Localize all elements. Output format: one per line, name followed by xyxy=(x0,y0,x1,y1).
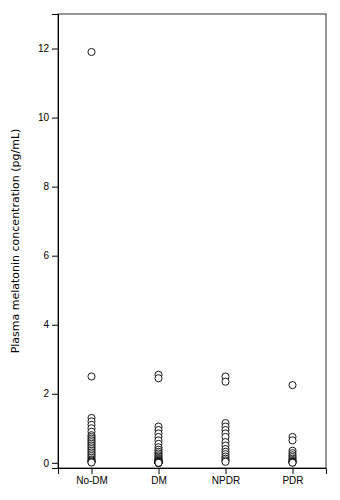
y-tick-mark xyxy=(52,394,58,395)
y-tick-label: 12 xyxy=(38,43,50,54)
x-tick-mark xyxy=(293,468,294,474)
x-tick: DM xyxy=(151,468,167,486)
y-tick: 8 xyxy=(43,181,58,192)
point xyxy=(155,459,162,466)
point xyxy=(289,458,296,465)
point xyxy=(88,459,95,466)
point xyxy=(155,459,162,466)
point xyxy=(222,458,229,465)
point xyxy=(88,48,95,55)
y-tick-label: 2 xyxy=(43,388,49,399)
point xyxy=(289,382,296,389)
y-tick: 2 xyxy=(43,388,58,399)
plot-frame xyxy=(58,14,326,468)
y-tick-mark xyxy=(52,256,58,257)
x-axis-line xyxy=(59,469,327,475)
point xyxy=(222,378,229,385)
x-tick-label: NPDR xyxy=(212,475,240,486)
x-tick-mark xyxy=(159,468,160,474)
point xyxy=(88,459,95,466)
point xyxy=(155,459,162,466)
point xyxy=(289,437,296,444)
y-tick: 0 xyxy=(43,458,58,469)
y-tick: 12 xyxy=(38,43,58,54)
y-tick: 10 xyxy=(38,112,58,123)
point xyxy=(155,375,162,382)
point xyxy=(155,459,162,466)
y-tick: 6 xyxy=(43,250,58,261)
point xyxy=(289,459,296,466)
point xyxy=(155,459,162,466)
point xyxy=(88,373,95,380)
point xyxy=(155,459,162,466)
x-tick: PDR xyxy=(282,468,303,486)
point xyxy=(155,459,162,466)
x-tick-label: DM xyxy=(151,475,167,486)
y-tick-label: 0 xyxy=(43,458,49,469)
y-tick-mark xyxy=(52,463,58,464)
point xyxy=(289,459,296,466)
x-tick-label: No-DM xyxy=(76,475,108,486)
x-tick: NPDR xyxy=(212,468,240,486)
point xyxy=(289,459,296,466)
chart: 0 2 4 6 8 10 12 No-DM DM NPDR PDR Plasma melatonin … xyxy=(0,0,340,500)
y-tick-label: 4 xyxy=(43,319,49,330)
x-tick: No-DM xyxy=(76,468,108,486)
x-tick-mark xyxy=(226,468,227,474)
y-tick-mark xyxy=(52,49,58,50)
plot-area: 0 2 4 6 8 10 12 No-DM DM NPDR PDR xyxy=(38,14,327,486)
y-axis: 0 2 4 6 8 10 12 xyxy=(38,15,59,469)
y-tick-label: 6 xyxy=(43,250,49,261)
y-tick-label: 10 xyxy=(38,112,50,123)
y-tick-mark xyxy=(52,187,58,188)
point xyxy=(155,459,162,466)
y-tick-mark xyxy=(52,325,58,326)
y-tick-label: 8 xyxy=(43,181,49,192)
y-axis-line xyxy=(52,15,59,469)
x-tick-label: PDR xyxy=(282,475,303,486)
x-tick-mark xyxy=(92,468,93,474)
x-axis: No-DM DM NPDR PDR xyxy=(59,468,327,486)
chart-container: 0 2 4 6 8 10 12 No-DM DM NPDR PDR Plasma melatonin … xyxy=(0,0,340,500)
point xyxy=(155,459,162,466)
y-tick-mark xyxy=(52,118,58,119)
point xyxy=(155,459,162,466)
points xyxy=(88,48,296,466)
y-axis-title: Plasma melatonin concentration (pg/mL) xyxy=(9,129,22,354)
y-tick: 4 xyxy=(43,319,58,330)
